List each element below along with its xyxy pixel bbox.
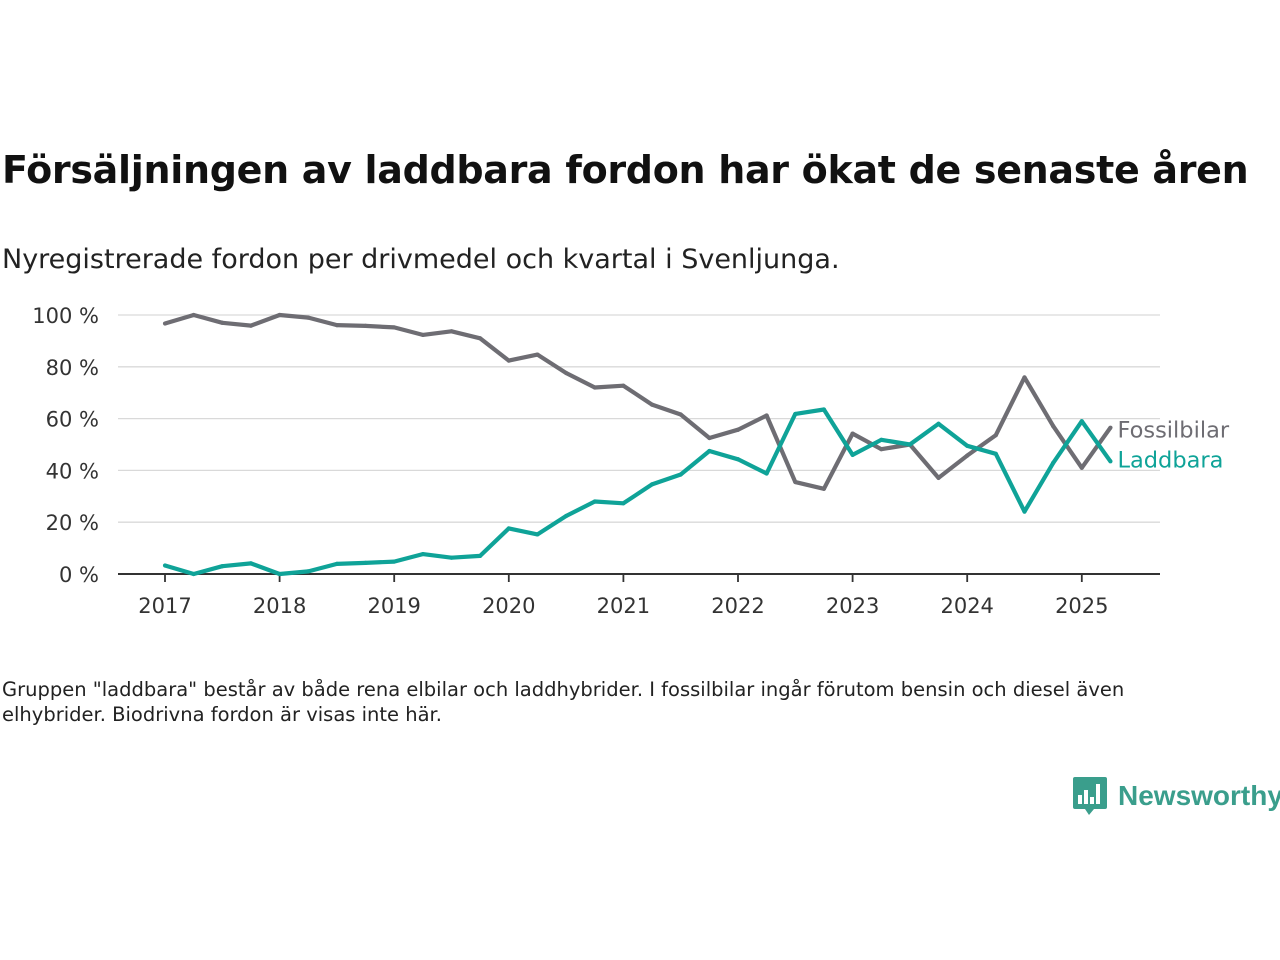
data-point [506, 358, 511, 363]
data-point [678, 472, 683, 477]
y-tick-label: 40 % [46, 459, 99, 483]
series-label-fossilbilar: Fossilbilar [1117, 418, 1229, 444]
y-tick-label: 0 % [59, 563, 99, 587]
data-point [564, 370, 569, 376]
series-line-fossilbilar [164, 312, 1113, 491]
data-point [478, 336, 483, 341]
gridlines [118, 314, 1160, 575]
data-point [678, 412, 683, 417]
data-point [1022, 509, 1027, 514]
data-point [449, 555, 454, 560]
data-point [764, 413, 769, 418]
data-point [162, 563, 168, 568]
data-point [793, 479, 798, 485]
y-tick-label: 20 % [46, 511, 99, 535]
data-point [879, 437, 884, 442]
data-point [1108, 459, 1113, 464]
data-point [879, 447, 884, 452]
newsworthy-logo[interactable]: Newsworthy [1072, 776, 1280, 816]
data-point [1108, 425, 1113, 430]
x-tick-label: 2019 [367, 594, 420, 618]
data-point [1079, 465, 1084, 470]
y-axis-ticks: 0 % 20 % 40 % 60 % 80 % 100 % [32, 304, 99, 587]
data-point [248, 323, 254, 328]
brand-name: Newsworthy [1118, 780, 1280, 811]
data-point [907, 442, 913, 447]
x-tick-label: 2022 [711, 594, 764, 618]
data-point [363, 323, 368, 328]
chart-subtitle: Nyregistrerade fordon per drivmedel och … [2, 244, 840, 275]
data-point [191, 312, 196, 318]
x-tick-label: 2020 [482, 594, 535, 618]
data-point [248, 561, 254, 566]
data-point [306, 569, 311, 574]
bar-chart-speech-bubble-icon [1073, 777, 1107, 815]
data-point [191, 571, 196, 577]
data-point [821, 407, 827, 412]
data-point [707, 448, 712, 454]
data-point [735, 457, 741, 462]
data-point [965, 453, 970, 458]
x-tick-label: 2024 [940, 594, 993, 618]
data-point [850, 452, 855, 457]
data-point [420, 551, 425, 557]
data-point [449, 329, 454, 334]
chart-title: Försäljningen av laddbara fordon har öka… [2, 148, 1249, 192]
x-tick-label: 2018 [253, 594, 306, 618]
data-point [621, 383, 626, 388]
x-tick-label: 2025 [1055, 594, 1108, 618]
data-point [993, 451, 998, 456]
data-point [564, 513, 569, 519]
data-point [334, 323, 339, 328]
x-tick-label: 2021 [597, 594, 650, 618]
data-point [220, 320, 225, 325]
data-point [392, 559, 397, 564]
data-point [649, 482, 655, 487]
data-point [764, 471, 769, 476]
series-label-laddbara: Laddbara [1117, 448, 1223, 474]
data-point [1022, 375, 1027, 380]
series-lines [162, 312, 1113, 577]
data-point [936, 421, 941, 426]
data-point [363, 560, 368, 565]
data-point [306, 315, 311, 320]
y-tick-label: 100 % [32, 304, 99, 328]
data-point [621, 501, 626, 506]
data-point [162, 321, 168, 326]
data-point [277, 312, 282, 318]
data-point [334, 561, 339, 566]
data-point [649, 402, 655, 407]
data-point [420, 332, 425, 338]
data-point [993, 433, 998, 438]
x-axis-ticks: 2017 2018 2019 2020 2021 2022 2023 2024 2025 [138, 574, 1109, 618]
data-point [965, 443, 970, 448]
data-point [535, 532, 540, 537]
data-point [592, 385, 597, 390]
data-point [478, 553, 483, 558]
series-labels: Fossilbilar Laddbara [1117, 418, 1229, 474]
data-point [592, 499, 597, 504]
series-line-laddbara [164, 407, 1113, 577]
y-tick-label: 60 % [46, 408, 99, 432]
data-point [735, 427, 741, 432]
data-point [1051, 424, 1056, 429]
data-point [707, 435, 712, 441]
data-point [220, 564, 225, 569]
footnote: Gruppen "laddbara" består av både rena e… [2, 678, 1125, 726]
data-point [850, 431, 855, 436]
data-point [1051, 460, 1056, 465]
y-tick-label: 80 % [46, 356, 99, 380]
data-point [535, 352, 540, 357]
data-point [277, 571, 282, 577]
data-point [936, 475, 941, 481]
data-point [793, 411, 798, 417]
data-point [392, 325, 397, 330]
data-point [821, 486, 827, 491]
x-tick-label: 2017 [138, 594, 191, 618]
data-point [1079, 419, 1084, 424]
line-chart: 0 % 20 % 40 % 60 % 80 % 100 % 2017 2018 2019 202… [32, 304, 1230, 618]
x-tick-label: 2023 [826, 594, 879, 618]
data-point [506, 526, 511, 531]
